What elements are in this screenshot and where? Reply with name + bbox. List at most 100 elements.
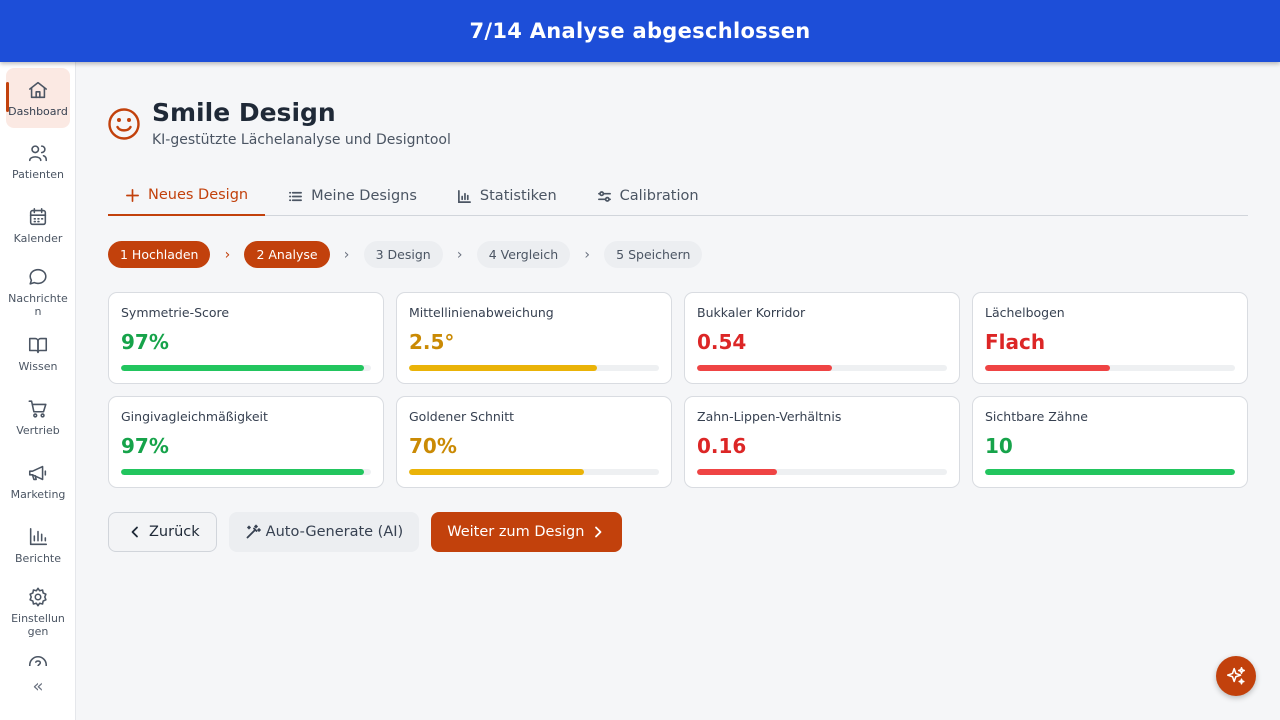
metric-value: 97%: [121, 434, 169, 458]
sidebar-item-nachrichten[interactable]: Nachrichten: [6, 266, 70, 318]
metric-bar: [985, 365, 1235, 371]
auto-generate-label: Auto-Generate (AI): [265, 524, 404, 540]
page-subtitle: KI-gestützte Lächelanalyse und Designtoo…: [152, 132, 451, 148]
status-banner-text: 7/14 Analyse abgeschlossen: [469, 19, 811, 43]
step-speichern[interactable]: 5 Speichern: [604, 241, 703, 268]
wizard-steps: 1 Hochladen › 2 Analyse › 3 Design › 4 V…: [108, 241, 703, 268]
page-title: Smile Design: [152, 98, 336, 127]
users-icon: [28, 145, 48, 162]
sidebar-item-wissen[interactable]: Wissen: [6, 334, 70, 373]
metric-bar: [409, 365, 659, 371]
smile-icon: [108, 108, 140, 140]
auto-generate-button[interactable]: Auto-Generate (AI): [228, 512, 420, 552]
metric-card-mittellinie: Mittellinienabweichung 2.5°: [396, 292, 672, 384]
metric-value: Flach: [985, 330, 1046, 354]
step-chevron-icon: ›: [224, 246, 231, 263]
metric-card-zahn-lippen: Zahn-Lippen-Verhältnis 0.16: [684, 396, 960, 488]
metric-label: Mittellinienabweichung: [409, 305, 554, 320]
sidebar-collapse-button[interactable]: «: [32, 676, 44, 697]
sidebar-item-marketing[interactable]: Marketing: [6, 462, 70, 501]
sidebar-item-label: Vertrieb: [16, 424, 60, 437]
metric-bar: [697, 469, 947, 475]
back-button[interactable]: Zurück: [108, 512, 217, 552]
metric-label: Gingivagleichmäßigkeit: [121, 409, 268, 424]
metric-label: Bukkaler Korridor: [697, 305, 806, 320]
tab-label: Calibration: [619, 188, 699, 204]
sidebar-item-berichte[interactable]: Berichte: [6, 526, 70, 565]
chevron-left-icon: [131, 526, 138, 538]
sidebar-item-dashboard[interactable]: Dashboard: [6, 68, 70, 128]
metric-value: 97%: [121, 330, 169, 354]
metric-card-gingiva: Gingivagleichmäßigkeit 97%: [108, 396, 384, 488]
plus-icon: [126, 188, 139, 202]
tab-statistiken[interactable]: Statistiken: [440, 176, 574, 216]
status-banner: 7/14 Analyse abgeschlossen: [0, 0, 1280, 62]
action-bar: Zurück Auto-Generate (AI) Weiter zum Des…: [108, 512, 634, 552]
metric-bar: [409, 469, 659, 475]
metric-bar-fill: [121, 365, 364, 371]
metric-value: 0.16: [697, 434, 747, 458]
metric-label: Goldener Schnitt: [409, 409, 515, 424]
metric-cards: Symmetrie-Score 97% Mittellinienabweichu…: [108, 292, 1248, 488]
tab-bar: Neues Design Meine Designs Statistiken C…: [108, 176, 1248, 216]
metric-bar-fill: [409, 365, 597, 371]
step-chevron-icon: ›: [343, 246, 350, 263]
sidebar: Dashboard Patienten Kalender Nachrichten…: [0, 62, 76, 720]
next-button-label: Weiter zum Design: [447, 524, 585, 540]
calendar-icon: [29, 207, 47, 226]
metric-value: 10: [985, 434, 1013, 458]
sidebar-item-label: Berichte: [15, 552, 61, 565]
sidebar-item-label: Nachrichten: [8, 292, 68, 318]
step-analyse[interactable]: 2 Analyse: [244, 241, 330, 268]
metric-label: Sichtbare Zähne: [985, 409, 1088, 424]
metric-value: 2.5°: [409, 330, 455, 354]
sidebar-item-vertrieb[interactable]: Vertrieb: [6, 398, 70, 437]
sidebar-item-label: Marketing: [10, 488, 66, 501]
cart-icon: [28, 400, 47, 418]
tab-label: Statistiken: [479, 188, 557, 204]
sidebar-item-label: Dashboard: [8, 105, 68, 118]
back-button-label: Zurück: [149, 524, 200, 540]
tab-neues-design[interactable]: Neues Design: [108, 176, 266, 216]
step-chevron-icon: ›: [456, 246, 463, 263]
message-icon: [29, 268, 47, 285]
sidebar-item-label: Einstellungen: [11, 612, 65, 638]
help-icon[interactable]: [27, 654, 49, 666]
next-to-design-button[interactable]: Weiter zum Design: [431, 512, 623, 552]
metric-bar: [985, 469, 1235, 475]
tab-label: Meine Designs: [311, 188, 417, 204]
metric-value: 70%: [409, 434, 457, 458]
sidebar-more-clip: [0, 654, 76, 666]
metric-bar-fill: [985, 365, 1110, 371]
sparkles-icon: [1226, 666, 1246, 685]
bar-chart-icon: [29, 527, 48, 546]
metric-value: 0.54: [697, 330, 747, 354]
magic-wand-icon: [246, 524, 261, 539]
sidebar-item-kalender[interactable]: Kalender: [6, 206, 70, 245]
sidebar-item-label: Kalender: [13, 232, 63, 245]
metric-bar: [121, 469, 371, 475]
step-hochladen[interactable]: 1 Hochladen: [108, 241, 211, 268]
metric-card-sichtbare-zaehne: Sichtbare Zähne 10: [972, 396, 1248, 488]
tab-calibration[interactable]: Calibration: [580, 176, 716, 216]
list-icon: [289, 191, 303, 201]
sidebar-item-patienten[interactable]: Patienten: [6, 142, 70, 181]
step-chevron-icon: ›: [584, 246, 590, 263]
sidebar-item-einstellungen[interactable]: Einstellungen: [6, 586, 70, 638]
metric-card-symmetrie: Symmetrie-Score 97%: [108, 292, 384, 384]
metric-card-bukkaler-korridor: Bukkaler Korridor 0.54: [684, 292, 960, 384]
metric-label: Symmetrie-Score: [121, 305, 230, 320]
metric-bar: [121, 365, 371, 371]
step-vergleich[interactable]: 4 Vergleich: [476, 241, 571, 268]
gear-icon: [29, 587, 47, 607]
tab-meine-designs[interactable]: Meine Designs: [271, 176, 434, 216]
metric-bar-fill: [985, 469, 1235, 475]
sliders-icon: [597, 190, 611, 202]
metric-bar-fill: [409, 469, 584, 475]
megaphone-icon: [28, 465, 47, 481]
metric-bar: [697, 365, 947, 371]
step-design[interactable]: 3 Design: [363, 241, 443, 268]
metric-bar-fill: [121, 469, 364, 475]
ai-assistant-button[interactable]: [1216, 656, 1256, 696]
metric-label: Lächelbogen: [985, 305, 1065, 320]
